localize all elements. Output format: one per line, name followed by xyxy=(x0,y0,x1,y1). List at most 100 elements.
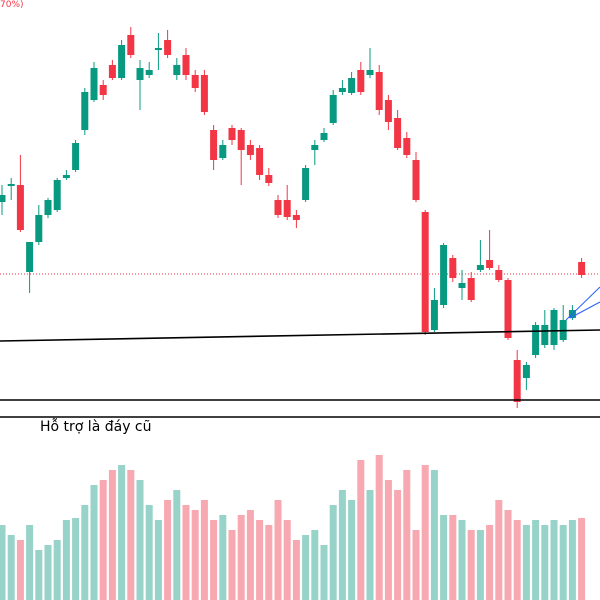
candle-body xyxy=(136,68,144,80)
candle-body xyxy=(118,45,126,78)
volume-bar xyxy=(412,530,420,600)
candle-body xyxy=(62,175,70,178)
volume-bar xyxy=(532,520,540,600)
volume-bar xyxy=(495,500,503,600)
candle-body xyxy=(283,200,291,217)
candle-body xyxy=(302,168,310,200)
volume-bar xyxy=(44,545,52,600)
volume-bar xyxy=(513,520,521,600)
candle-body xyxy=(532,325,540,355)
volume-bar xyxy=(357,460,365,600)
candle-body xyxy=(394,118,402,148)
volume-bar xyxy=(145,505,153,600)
candle-body xyxy=(210,130,218,160)
candle-body xyxy=(108,65,116,78)
volume-bar xyxy=(366,490,374,600)
candle-body xyxy=(90,68,98,100)
candle-body xyxy=(274,200,282,215)
candle-body xyxy=(375,72,383,110)
volume-bar xyxy=(99,480,107,600)
volume-bar xyxy=(200,500,208,600)
volume-bar xyxy=(35,550,43,600)
candle-body xyxy=(449,258,457,278)
volume-bar xyxy=(256,520,264,600)
volume-bar xyxy=(228,530,236,600)
volume-bar xyxy=(283,520,291,600)
candle-body xyxy=(127,35,135,55)
candle-body xyxy=(403,138,411,155)
candles xyxy=(0,27,586,408)
volume-bar xyxy=(246,510,254,600)
volume-bar xyxy=(191,510,199,600)
candle-body xyxy=(154,48,162,50)
volume-bar xyxy=(348,500,356,600)
volume-bar xyxy=(118,465,126,600)
candle-body xyxy=(256,148,264,175)
candle-body xyxy=(320,133,328,140)
volume-bar xyxy=(578,518,586,600)
candle-body xyxy=(338,88,346,92)
volume-bar xyxy=(219,515,227,600)
candle-body xyxy=(430,300,438,330)
volume-bar xyxy=(458,520,466,600)
header-fragment: 70%) xyxy=(0,0,24,10)
volume-bar xyxy=(16,540,24,600)
volume-bar xyxy=(237,515,245,600)
volume-bar xyxy=(265,525,273,600)
candle-body xyxy=(164,40,172,55)
candle-body xyxy=(292,215,300,220)
candle-body xyxy=(191,75,199,88)
volume-bar xyxy=(274,500,282,600)
annotation: Hỗ trợ là đáy cũ xyxy=(40,418,152,435)
volume-bar xyxy=(108,470,116,600)
volume-bar xyxy=(467,530,475,600)
volume-bar xyxy=(394,490,402,600)
volume-bar xyxy=(430,470,438,600)
candle-body xyxy=(578,262,586,275)
candle-body xyxy=(440,245,448,305)
volume-bar xyxy=(421,465,429,600)
volume-bar xyxy=(62,520,70,600)
candle-body xyxy=(99,85,107,95)
candle-body xyxy=(26,242,34,272)
candle-body xyxy=(329,95,337,123)
volume-bar xyxy=(292,540,300,600)
volume-bar xyxy=(90,485,98,600)
volume-bar xyxy=(504,510,512,600)
candle-body xyxy=(467,278,475,300)
candle-body xyxy=(72,143,80,170)
volume-bar xyxy=(182,505,190,600)
candle-body xyxy=(348,78,356,93)
volume-bar xyxy=(7,535,15,600)
volume-bar xyxy=(53,540,61,600)
volume-bar xyxy=(568,520,576,600)
drawing-line xyxy=(569,301,600,319)
candle-body xyxy=(550,310,558,345)
candle-body xyxy=(513,360,521,402)
candle-body xyxy=(182,55,190,75)
candle-body xyxy=(228,128,236,140)
candle-body xyxy=(421,212,429,332)
volume-bar xyxy=(550,520,558,600)
volume-bar xyxy=(173,490,181,600)
candle-body xyxy=(412,160,420,200)
candle-body xyxy=(35,215,43,242)
candle-body xyxy=(200,75,208,112)
volume-panel xyxy=(0,455,586,600)
candle-body xyxy=(173,65,181,75)
volume-bar xyxy=(486,525,494,600)
volume-bar xyxy=(164,500,172,600)
trend-line xyxy=(0,329,600,342)
candle-body xyxy=(145,70,153,75)
volume-bar xyxy=(72,518,80,600)
volume-bar xyxy=(210,520,218,600)
candle-body xyxy=(81,92,89,130)
volume-bar xyxy=(154,520,162,600)
candle-body xyxy=(0,195,6,202)
candle-body xyxy=(53,180,61,210)
candle-body xyxy=(384,100,392,122)
volume-bar xyxy=(476,530,484,600)
candle-body xyxy=(311,145,319,150)
volume-bar xyxy=(311,530,319,600)
